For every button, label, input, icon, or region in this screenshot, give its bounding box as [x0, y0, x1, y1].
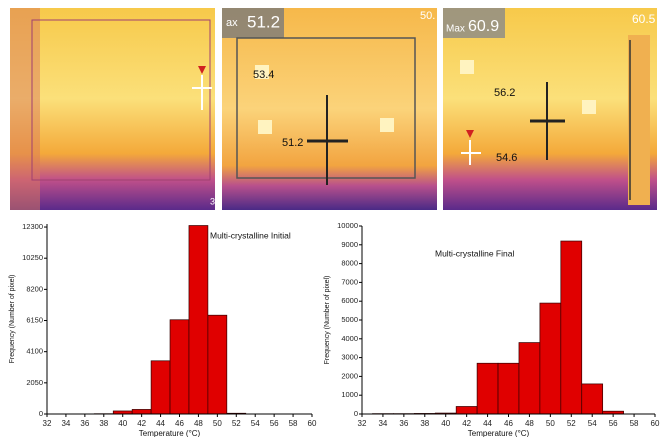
- y-tick-label: 8200: [26, 284, 43, 293]
- max-value: 60.9: [468, 18, 499, 35]
- y-tick-label: 0: [354, 409, 358, 418]
- x-tick-label: 36: [399, 419, 408, 428]
- y-tick-label: 3000: [341, 353, 358, 362]
- x-tick-label: 44: [483, 419, 492, 428]
- x-tick-label: 32: [358, 419, 367, 428]
- chart-title: Multi-crystalline Final: [435, 248, 514, 258]
- y-tick-label: 4100: [26, 347, 43, 356]
- y-tick-label: 12300: [22, 222, 43, 231]
- y-tick-label: 8000: [341, 259, 358, 268]
- x-tick-label: 44: [156, 419, 165, 428]
- x-tick-label: 40: [118, 419, 127, 428]
- bar: [582, 384, 603, 414]
- x-tick-label: 60: [308, 419, 317, 428]
- x-tick-label: 48: [194, 419, 203, 428]
- spot-label: 51.2: [282, 137, 303, 149]
- x-tick-label: 60: [651, 419, 660, 428]
- x-tick-label: 42: [462, 419, 471, 428]
- max-label: ax: [226, 17, 238, 29]
- x-tick-label: 54: [251, 419, 260, 428]
- x-tick-label: 50: [213, 419, 222, 428]
- x-tick-label: 58: [630, 419, 639, 428]
- y-tick-label: 10250: [22, 253, 43, 262]
- x-tick-label: 56: [609, 419, 618, 428]
- scale-value: 60.5: [632, 12, 656, 26]
- figure: 3 ax 51.2 50. 53.4 51.2 Max 60.9 60.5 56…: [0, 0, 662, 437]
- x-tick-label: 42: [137, 419, 146, 428]
- x-axis-label: Temperature (°C): [139, 429, 201, 437]
- x-tick-label: 32: [43, 419, 52, 428]
- bar: [208, 315, 227, 414]
- spot-label: 54.6: [496, 152, 517, 164]
- x-tick-label: 50: [546, 419, 555, 428]
- x-tick-label: 36: [80, 419, 89, 428]
- thermal-image: ax 51.2 50. 53.4 51.2: [222, 8, 437, 210]
- y-tick-label: 2000: [341, 371, 358, 380]
- bar: [519, 343, 540, 414]
- x-tick-label: 34: [61, 419, 70, 428]
- bar: [151, 361, 170, 414]
- spot-label: 56.2: [494, 87, 515, 99]
- bar: [561, 241, 582, 414]
- scale-value: 50.: [420, 10, 435, 22]
- spot-label: 53.4: [253, 69, 274, 81]
- y-tick-label: 7000: [341, 277, 358, 286]
- x-tick-label: 56: [270, 419, 279, 428]
- chart-title: Multi-crystalline Initial: [210, 230, 291, 240]
- bar: [498, 363, 519, 414]
- x-tick-label: 54: [588, 419, 597, 428]
- corner-label: 3: [210, 196, 215, 206]
- y-tick-label: 6000: [341, 296, 358, 305]
- y-tick-label: 6150: [26, 316, 43, 325]
- x-tick-label: 48: [525, 419, 534, 428]
- y-tick-label: 5000: [341, 315, 358, 324]
- bar: [189, 226, 208, 414]
- bar: [456, 406, 477, 414]
- x-tick-label: 34: [378, 419, 387, 428]
- y-tick-label: 1000: [341, 390, 358, 399]
- bar: [132, 409, 151, 414]
- bar: [540, 303, 561, 414]
- max-value: 51.2: [247, 12, 280, 31]
- x-tick-label: 38: [420, 419, 429, 428]
- x-axis-label: Temperature (°C): [468, 429, 530, 437]
- x-tick-label: 38: [99, 419, 108, 428]
- max-label: Max: [446, 24, 465, 35]
- y-axis-label: Frequency (Number of pixel): [9, 275, 16, 364]
- bar: [170, 320, 189, 414]
- x-tick-label: 52: [567, 419, 576, 428]
- y-axis-label: Frequency (Number of pixel): [324, 276, 331, 365]
- thermal-image: Max 60.9 60.5 56.2 54.6: [443, 8, 657, 210]
- thermal-image: 3: [10, 8, 215, 210]
- x-tick-label: 40: [441, 419, 450, 428]
- bar: [477, 363, 498, 414]
- y-tick-label: 9000: [341, 240, 358, 249]
- y-tick-label: 4000: [341, 334, 358, 343]
- x-tick-label: 52: [232, 419, 241, 428]
- x-tick-label: 58: [289, 419, 298, 428]
- y-tick-label: 2050: [26, 378, 43, 387]
- x-tick-label: 46: [175, 419, 184, 428]
- y-tick-label: 10000: [337, 221, 358, 230]
- x-tick-label: 46: [504, 419, 513, 428]
- y-tick-label: 0: [39, 409, 43, 418]
